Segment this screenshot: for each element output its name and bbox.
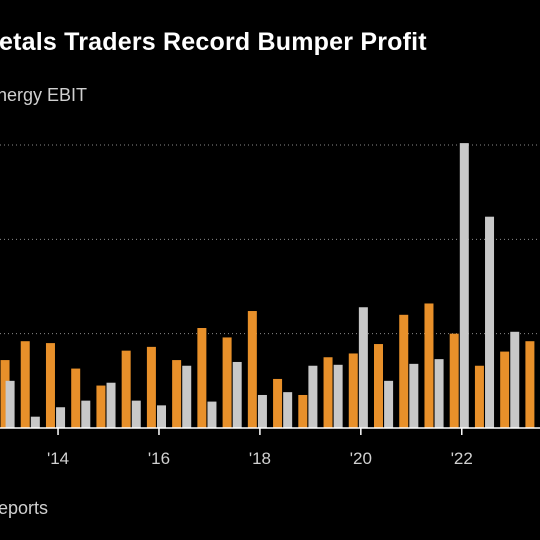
bar-orange xyxy=(71,368,81,428)
bar-gray xyxy=(207,401,217,428)
bar-orange xyxy=(449,333,459,428)
bar-orange xyxy=(374,344,384,428)
bar-gray xyxy=(30,416,40,428)
bar-orange xyxy=(146,346,156,428)
bar-gray xyxy=(409,363,419,428)
bar-orange xyxy=(0,360,10,428)
bar-gray xyxy=(257,394,267,428)
bar-orange xyxy=(525,341,535,428)
bar-gray xyxy=(485,216,495,428)
bar-gray xyxy=(283,392,293,428)
bar-orange xyxy=(121,350,131,428)
x-tick-label: '18 xyxy=(249,449,271,468)
bar-orange xyxy=(474,365,484,428)
x-tick-label: '22 xyxy=(451,449,473,468)
bar-orange xyxy=(298,394,308,428)
bar-orange xyxy=(96,385,106,428)
bar-gray xyxy=(56,407,66,428)
bar-gray xyxy=(232,361,242,428)
bar-gray xyxy=(333,364,343,428)
bar-orange xyxy=(45,343,55,428)
bar-orange xyxy=(424,303,434,428)
bar-orange xyxy=(172,360,182,428)
chart-title: Metals Traders Record Bumper Profit xyxy=(0,28,427,56)
source-note: eports xyxy=(0,498,49,518)
bar-orange xyxy=(348,353,358,428)
bar-gray xyxy=(358,307,368,428)
bar-gray xyxy=(459,143,469,428)
x-tick-label: '20 xyxy=(350,449,372,468)
bar-orange xyxy=(323,357,333,428)
bar-orange xyxy=(273,378,283,428)
bar-orange xyxy=(247,311,257,428)
bar-gray xyxy=(156,405,166,428)
bar-orange xyxy=(222,337,232,428)
bar-gray xyxy=(81,400,91,428)
bar-gray xyxy=(510,331,520,428)
bar-orange xyxy=(399,314,409,428)
bar-gray xyxy=(384,380,394,428)
x-tick-label: '16 xyxy=(148,449,170,468)
bar-gray xyxy=(434,359,444,428)
bar-gray xyxy=(131,400,141,428)
bar-gray xyxy=(308,365,318,428)
bar-gray xyxy=(106,382,116,428)
bar-gray xyxy=(5,380,15,428)
bar-orange xyxy=(197,328,207,428)
chart-subtitle: Energy EBIT xyxy=(0,85,88,105)
bar-orange xyxy=(500,351,510,428)
bar-gray xyxy=(182,365,192,428)
bar-orange xyxy=(20,341,30,428)
x-tick-label: '14 xyxy=(47,449,69,468)
